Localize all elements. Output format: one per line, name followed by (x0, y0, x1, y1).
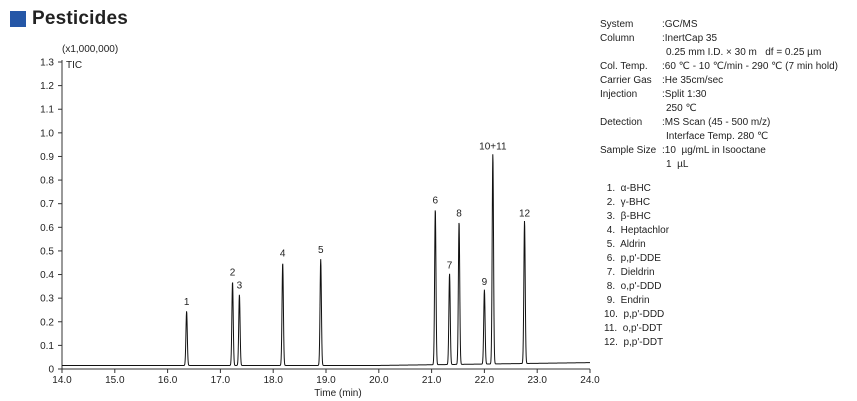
peak-label: 6 (433, 196, 439, 207)
y-tick-label: 0.3 (40, 294, 54, 305)
x-tick-label: 23.0 (527, 375, 547, 386)
x-tick-label: 22.0 (475, 375, 495, 386)
x-tick-label: 21.0 (422, 375, 442, 386)
chart-header: Pesticides (10, 8, 128, 30)
peak-label: 2 (230, 268, 236, 279)
condition-system: System :GC/MS (600, 19, 698, 30)
peak-legend-item: 9. Endrin (604, 295, 650, 306)
condition-column-detail: 0.25 mm I.D. × 30 m df = 0.25 µm (666, 47, 822, 58)
condition-injection: Injection :Split 1:30 (600, 89, 707, 100)
peak-legend-item: 1. α-BHC (604, 183, 651, 194)
y-tick-label: 0.8 (40, 176, 54, 187)
y-tick-label: 1.1 (40, 105, 54, 116)
x-tick-label: 24.0 (580, 375, 600, 386)
chart-title: Pesticides (32, 8, 128, 29)
condition-detection-detail: Interface Temp. 280 ℃ (666, 131, 769, 142)
y-tick-label: 1.3 (40, 58, 54, 69)
y-tick-label: 0.9 (40, 152, 54, 163)
peak-label: 4 (280, 249, 286, 260)
x-tick-label: 19.0 (316, 375, 336, 386)
peak-label: 10+11 (479, 141, 507, 152)
peak-legend-item: 4. Heptachlor (604, 225, 670, 236)
x-axis-label: Time (min) (314, 388, 361, 399)
y-tick-label: 0 (48, 365, 54, 376)
peak-legend-item: 10. p,p'-DDD (604, 309, 665, 320)
peak-legend-item: 11. o,p'-DDT (604, 323, 663, 334)
y-tick-label: 0.2 (40, 317, 54, 328)
peak-label: 9 (482, 277, 488, 288)
chromatogram-chart: (x1,000,000) TIC 00.10.20.30.40.50.60.70… (40, 44, 600, 399)
tic-trace-line (62, 154, 591, 366)
peak-legend-item: 2. γ-BHC (604, 197, 651, 208)
y-unit-label: (x1,000,000) (62, 44, 118, 55)
y-tick-label: 0.5 (40, 246, 54, 257)
y-tick-label: 1.0 (40, 128, 54, 139)
peak-legend-item: 12. p,p'-DDT (604, 337, 664, 348)
condition-sample-size: Sample Size :10 µg/mL in Isooctane (600, 145, 766, 156)
peak-label: 1 (184, 297, 190, 308)
condition-detection: Detection :MS Scan (45 - 500 m/z) (600, 117, 771, 128)
peak-legend-item: 7. Dieldrin (604, 267, 655, 278)
x-tick-label: 18.0 (263, 375, 283, 386)
conditions-panel: System :GC/MS Column :InertCap 35 0.25 m… (600, 18, 838, 172)
y-tick-label: 0.6 (40, 223, 54, 234)
condition-col-temp: Col. Temp. :60 ℃ - 10 ℃/min - 290 ℃ (7 m… (600, 61, 838, 72)
series-label: TIC (66, 60, 82, 71)
peak-label: 3 (237, 281, 243, 292)
condition-column: Column :InertCap 35 (600, 33, 718, 44)
title-square-icon (10, 11, 26, 27)
y-tick-label: 0.1 (40, 341, 54, 352)
x-tick-label: 15.0 (105, 375, 125, 386)
condition-sample-size-detail: 1 µL (666, 159, 689, 170)
condition-carrier-gas: Carrier Gas :He 35cm/sec (600, 75, 724, 86)
peak-legend: 1. α-BHC 2. γ-BHC 3. β-BHC 4. Heptachlor… (604, 182, 669, 350)
x-tick-label: 16.0 (158, 375, 178, 386)
peak-label: 12 (519, 209, 531, 220)
peak-legend-item: 3. β-BHC (604, 211, 651, 222)
peak-legend-item: 6. p,p'-DDE (604, 253, 661, 264)
axis-ticks: 0 0.1 0.2 0.3 0.4 0.5 0.6 0.7 0.8 0.9 1.0 1.1 1.2 1.3… (40, 58, 600, 387)
x-tick-label: 20.0 (369, 375, 389, 386)
x-tick-label: 14.0 (52, 375, 72, 386)
peak-legend-item: 5. Aldrin (604, 239, 646, 250)
y-tick-label: 0.7 (40, 199, 54, 210)
peak-label: 5 (318, 245, 324, 256)
peak-label: 7 (447, 261, 453, 272)
y-tick-label: 1.2 (40, 81, 54, 92)
peak-legend-item: 8. o,p'-DDD (604, 281, 662, 292)
condition-injection-detail: 250 ℃ (666, 103, 697, 114)
axes (61, 60, 590, 370)
y-tick-label: 0.4 (40, 270, 54, 281)
x-tick-label: 17.0 (211, 375, 231, 386)
peak-label: 8 (456, 209, 462, 220)
